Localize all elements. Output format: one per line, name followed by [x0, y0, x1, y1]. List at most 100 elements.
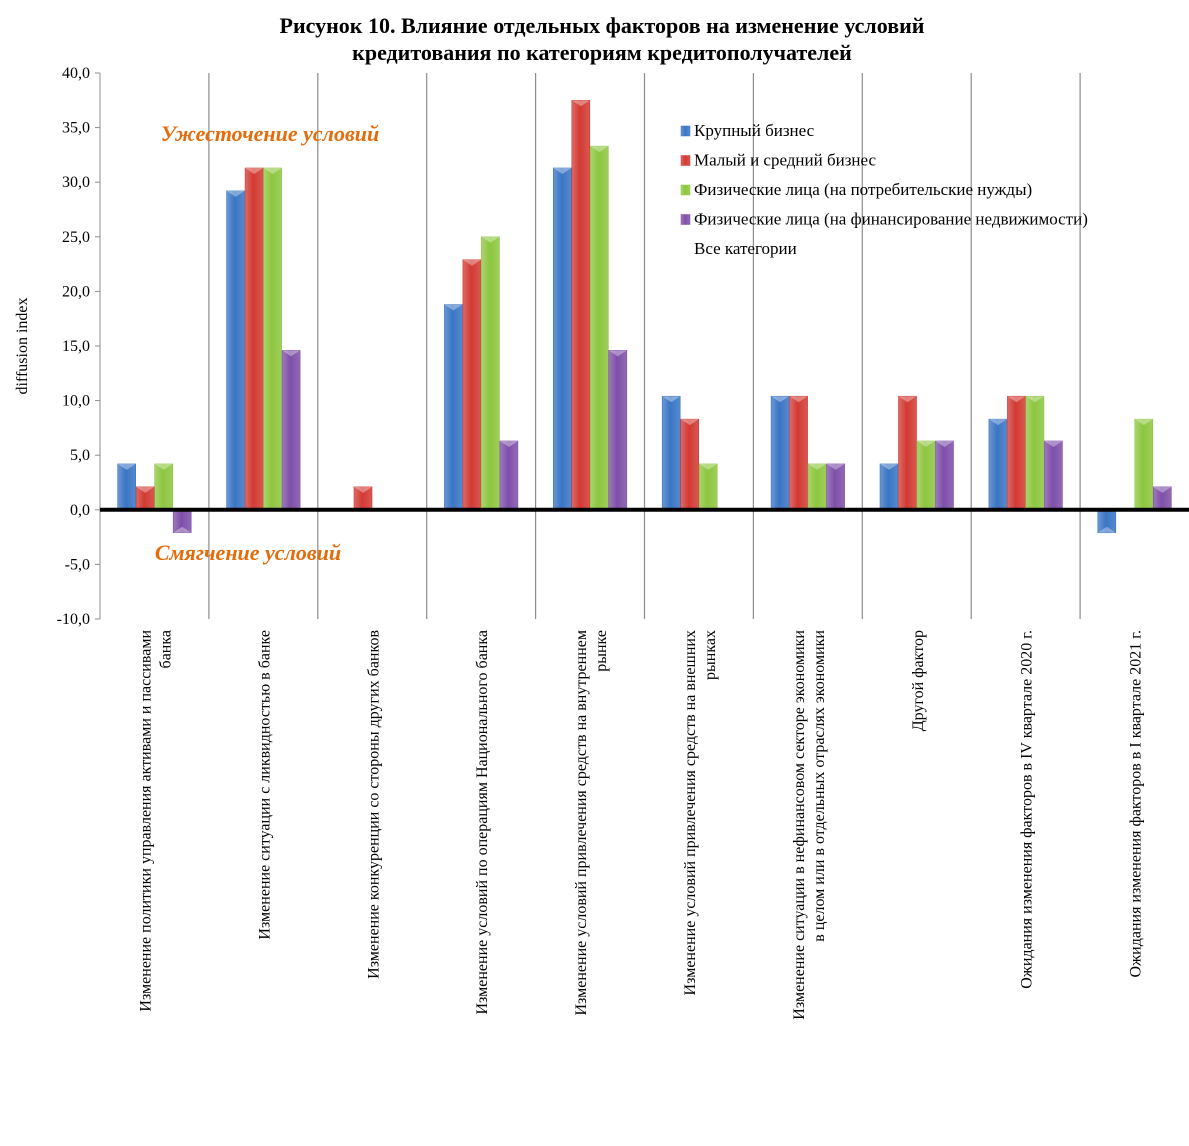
- legend-label: Физические лица (на потребительские нужд…: [694, 180, 1032, 199]
- category-labels: Изменение политики управления активами и…: [137, 630, 1144, 1020]
- legend-swatch: [680, 155, 691, 166]
- bar-bevel: [444, 304, 463, 311]
- bar-bevel: [499, 441, 518, 448]
- category-label-line: банка: [157, 630, 174, 668]
- legend-swatch: [680, 214, 691, 225]
- category-label-line: Изменение ситуации в нефинансовом сектор…: [791, 630, 808, 1020]
- bar-bevel: [680, 419, 699, 426]
- y-axis-label: diffusion index: [14, 297, 31, 394]
- bar-bevel: [898, 396, 917, 403]
- legend-label: Малый и средний бизнес: [694, 151, 876, 170]
- legend-label: Крупный бизнес: [694, 121, 815, 140]
- y-tick-label: -10,0: [57, 611, 90, 628]
- bar-bevel: [571, 100, 590, 107]
- bar: [826, 463, 845, 511]
- bar: [281, 350, 301, 511]
- bars: [117, 100, 1172, 534]
- category-label-line: Изменение условий по операциям Националь…: [474, 630, 491, 1015]
- annotation-easing: Смягчение условий: [155, 540, 341, 565]
- bar: [589, 145, 609, 511]
- category-label-line: Изменение конкуренции со стороны других …: [365, 630, 382, 979]
- bar: [935, 440, 954, 511]
- chart-title: Рисунок 10. Влияние отдельных факторов н…: [280, 13, 925, 65]
- bar-bevel: [1025, 396, 1044, 403]
- category-label-line: рынке: [593, 630, 610, 672]
- bar-bevel: [935, 441, 954, 448]
- bar: [789, 395, 808, 511]
- y-tick-label: 30,0: [62, 174, 90, 191]
- category-label-line: Изменение условий привлечения средств на…: [573, 630, 590, 1016]
- category-label: Изменение условий по операциям Националь…: [474, 630, 491, 1015]
- y-tick-label: 5,0: [70, 447, 90, 464]
- legend-swatch: [680, 125, 691, 137]
- y-tick-label: 10,0: [62, 393, 90, 410]
- bar-bevel: [117, 463, 136, 470]
- bar: [879, 463, 899, 511]
- bar-bevel: [771, 396, 790, 403]
- y-axis: -10,0 -5,0 0,0 5,0 10,0 15,0 20,0 25,0 30,0 35,0 4…: [14, 65, 101, 628]
- y-tick-label: 25,0: [62, 229, 90, 246]
- bar: [462, 259, 482, 511]
- bar-bevel: [880, 463, 898, 470]
- bar-bevel: [282, 350, 301, 357]
- y-tick-label: 40,0: [62, 65, 90, 82]
- bar: [226, 190, 245, 511]
- bar-bevel: [1134, 419, 1153, 426]
- y-tick-label: 0,0: [70, 502, 90, 519]
- category-label-line: Ожидания изменения факторов в IV квартал…: [1019, 630, 1036, 989]
- legend-label: Физические лица (на финансирование недви…: [694, 210, 1088, 229]
- category-label: Изменение условий привлечения средств на…: [682, 630, 719, 995]
- bar-bevel: [1153, 486, 1172, 493]
- bar-bevel: [590, 146, 609, 153]
- bar-bevel: [1044, 441, 1063, 448]
- bar: [1007, 395, 1026, 511]
- bar-bevel: [481, 236, 500, 243]
- category-label: Изменение ситуации в нефинансовом сектор…: [791, 630, 828, 1020]
- category-label: Изменение конкуренции со стороны других …: [365, 630, 382, 979]
- bar: [444, 304, 463, 511]
- annotation-tightening: Ужесточение условий: [161, 121, 380, 146]
- bar: [661, 395, 681, 511]
- bar: [807, 463, 827, 511]
- bar-bevel: [826, 463, 845, 470]
- bar-bevel: [154, 463, 173, 470]
- category-label: Ожидания изменения факторов в IV квартал…: [1019, 630, 1036, 989]
- bar-bevel: [173, 526, 192, 533]
- legend: Крупный бизнес Малый и средний бизнес Физи…: [680, 121, 1088, 258]
- bar-bevel: [662, 396, 681, 403]
- y-tick-label: -5,0: [65, 556, 90, 573]
- bar: [698, 463, 718, 511]
- bar-bevel: [1007, 396, 1026, 403]
- bar: [916, 440, 936, 511]
- bar: [1044, 440, 1063, 511]
- bar: [680, 418, 700, 511]
- category-label: Другой фактор: [910, 630, 927, 731]
- bar-bevel: [354, 486, 372, 493]
- category-label-line: Изменение политики управления активами и…: [137, 630, 154, 1012]
- y-tick-label: 15,0: [62, 338, 90, 355]
- bar-bevel: [917, 441, 935, 448]
- bar: [770, 395, 790, 511]
- category-label-line: Другой фактор: [910, 630, 927, 731]
- bar-bevel: [988, 419, 1007, 426]
- category-separators: [208, 73, 1081, 619]
- bar-bevel: [808, 463, 827, 470]
- bar: [608, 350, 628, 511]
- bar: [244, 167, 264, 511]
- legend-swatch: [680, 184, 691, 196]
- bar: [499, 440, 519, 511]
- bar-bevel: [608, 350, 627, 357]
- bar: [263, 167, 282, 511]
- bar-bevel: [226, 190, 245, 197]
- bar: [571, 100, 591, 511]
- bar: [1134, 418, 1154, 511]
- bar: [552, 167, 572, 511]
- bar: [117, 463, 136, 511]
- bar: [898, 395, 917, 511]
- bar-bevel: [462, 259, 481, 266]
- category-label-line: Изменение ситуации с ликвидностью в банк…: [256, 630, 273, 940]
- bar-bevel: [699, 463, 718, 470]
- y-tick-label: 35,0: [62, 120, 90, 137]
- chart-title-line: кредитования по категориям кредитополуча…: [352, 40, 852, 65]
